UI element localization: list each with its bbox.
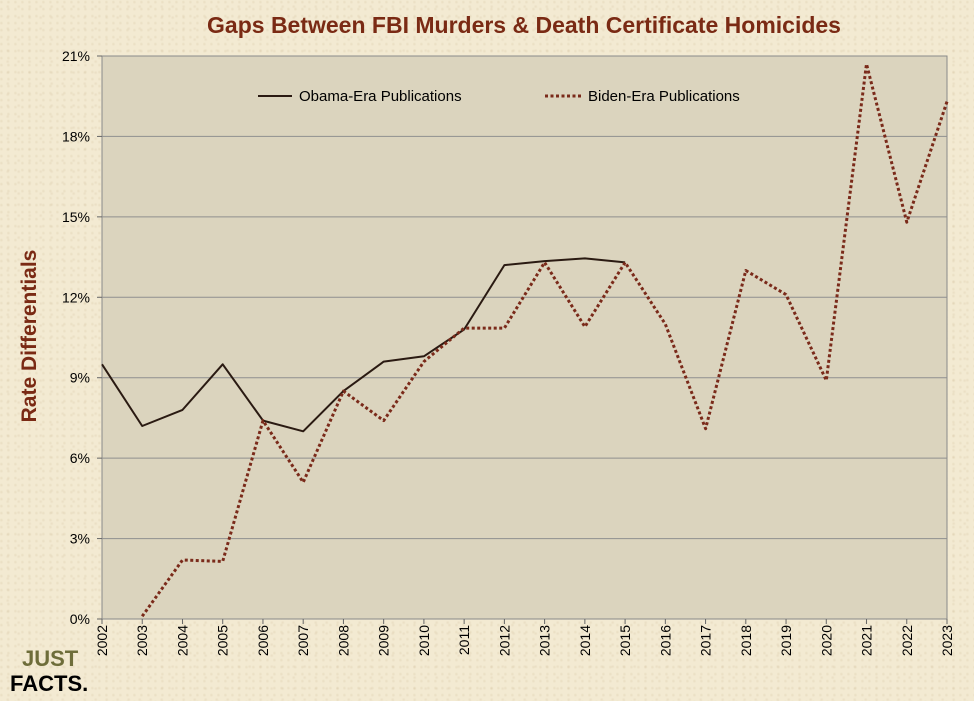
x-tick-label: 2022 xyxy=(899,625,915,656)
y-tick-label: 3% xyxy=(70,531,90,547)
chart-title: Gaps Between FBI Murders & Death Certifi… xyxy=(207,12,841,38)
x-tick-label: 2016 xyxy=(657,625,673,656)
y-tick-label: 6% xyxy=(70,450,90,466)
x-tick-label: 2012 xyxy=(496,625,512,656)
legend-label-obama-era: Obama-Era Publications xyxy=(299,88,462,105)
series-line-obama-era xyxy=(101,257,626,433)
y-tick-label: 18% xyxy=(62,128,90,144)
x-tick-label: 2010 xyxy=(416,625,432,656)
plot-area xyxy=(101,55,948,620)
x-tick-label: 2019 xyxy=(778,625,794,656)
x-tick-label: 2011 xyxy=(456,625,472,655)
x-tick-label: 2006 xyxy=(255,625,271,656)
y-axis-ticks: 0% 3% 6% 9% 12% 15% 18% 21% xyxy=(62,48,102,627)
logo-facts-text: FACTS. xyxy=(10,671,88,696)
x-tick-label: 2020 xyxy=(818,625,834,656)
x-axis-ticks: 2002 2003 2004 2005 2006 2007 2008 2009 2010 2011… xyxy=(94,619,955,656)
y-tick-label: 12% xyxy=(62,289,90,305)
x-tick-label: 2004 xyxy=(174,625,190,656)
gridlines xyxy=(102,135,947,540)
series-lines xyxy=(101,62,949,618)
y-tick-label: 15% xyxy=(62,209,90,225)
x-tick-label: 2017 xyxy=(698,625,714,656)
y-tick-label: 0% xyxy=(70,611,90,627)
legend-label-biden-era: Biden-Era Publications xyxy=(588,88,740,105)
x-tick-label: 2023 xyxy=(939,625,955,656)
y-axis-label: Rate Differentials xyxy=(18,250,41,423)
just-facts-logo: JUST FACTS. xyxy=(10,646,88,696)
x-tick-label: 2007 xyxy=(295,625,311,656)
series-line-biden-era xyxy=(140,62,949,618)
x-tick-label: 2002 xyxy=(94,625,110,656)
x-tick-label: 2009 xyxy=(376,625,392,656)
y-tick-label: 9% xyxy=(70,370,90,386)
x-tick-label: 2015 xyxy=(617,625,633,656)
logo-just-text: JUST xyxy=(22,646,79,671)
y-tick-label: 21% xyxy=(62,48,90,64)
x-tick-label: 2013 xyxy=(537,625,553,656)
legend: Obama-Era Publications Biden-Era Publica… xyxy=(258,88,740,105)
x-tick-label: 2021 xyxy=(859,625,875,656)
x-tick-label: 2005 xyxy=(215,625,231,656)
x-tick-label: 2018 xyxy=(738,625,754,656)
x-tick-label: 2014 xyxy=(577,625,593,656)
x-tick-label: 2003 xyxy=(134,625,150,656)
x-tick-label: 2008 xyxy=(335,625,351,656)
